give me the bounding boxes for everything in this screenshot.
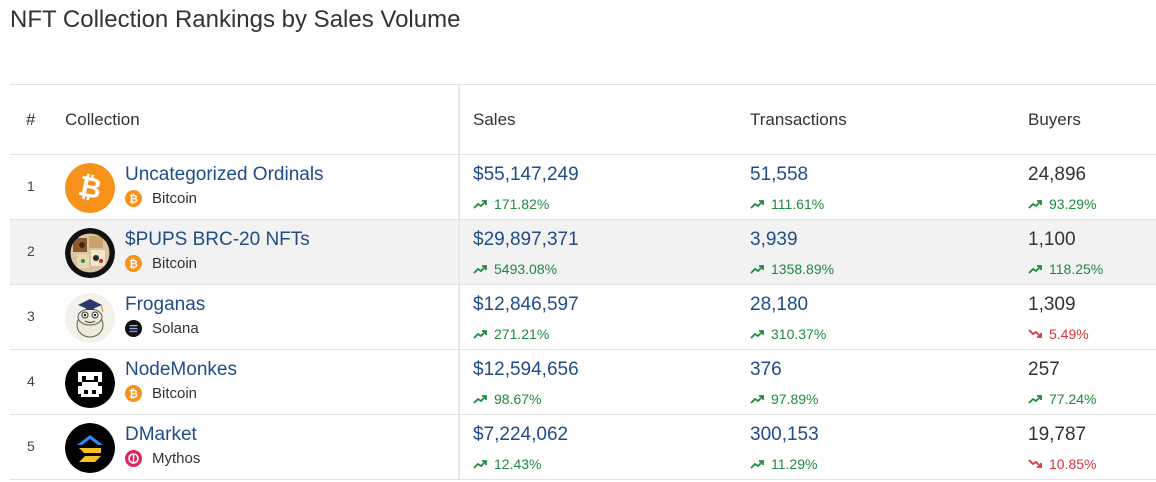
trend-up-icon bbox=[1028, 265, 1042, 274]
collection-name-link[interactable]: $PUPS BRC-20 NFTs bbox=[125, 229, 310, 250]
sales-value: $12,594,656 bbox=[473, 359, 579, 380]
buyers-change: 77.24% bbox=[1028, 391, 1096, 407]
header-collection: Collection bbox=[65, 110, 140, 129]
sales-value: $7,224,062 bbox=[473, 424, 569, 445]
trend-down-icon bbox=[1028, 329, 1042, 338]
transactions-value: 376 bbox=[750, 359, 782, 380]
trend-up-icon bbox=[1028, 395, 1042, 404]
trend-up-icon bbox=[750, 200, 764, 209]
pups-collage-icon[interactable] bbox=[65, 228, 115, 278]
rank-number: 4 bbox=[27, 373, 35, 389]
table-row[interactable]: 2 $PUPS BRC-20 NFTs ₿ Bitcoin $ bbox=[10, 220, 1156, 285]
column-divider bbox=[458, 415, 460, 479]
header-sales[interactable]: Sales bbox=[473, 110, 516, 129]
chain-name: Bitcoin bbox=[152, 190, 198, 207]
sales-change: 271.21% bbox=[473, 326, 549, 342]
solana-chain-icon bbox=[125, 320, 142, 337]
column-divider bbox=[458, 85, 460, 154]
trend-up-icon bbox=[750, 265, 764, 274]
sales-change: 12.43% bbox=[473, 456, 541, 472]
bitcoin-logo-icon[interactable]: ₿ bbox=[65, 163, 115, 213]
buyers-value: 257 bbox=[1028, 359, 1060, 380]
table-row[interactable]: 1 ₿ Uncategorized Ordinals ₿ Bitcoin $55… bbox=[10, 155, 1156, 220]
buyers-change: 93.29% bbox=[1028, 196, 1096, 212]
trend-up-icon bbox=[1028, 200, 1042, 209]
trend-down-icon bbox=[1028, 459, 1042, 468]
table-row[interactable]: 5 DMarket Mythos $7,224,062 12.43% 300,1… bbox=[10, 415, 1156, 480]
table-header: # Collection Sales Transactions Buyers bbox=[10, 85, 1156, 155]
buyers-value: 24,896 bbox=[1028, 164, 1087, 185]
trend-up-icon bbox=[750, 395, 764, 404]
column-divider bbox=[458, 220, 460, 284]
chain-label: Solana bbox=[125, 320, 199, 337]
transactions-value: 51,558 bbox=[750, 164, 809, 185]
bitcoin-chain-icon: ₿ bbox=[125, 190, 142, 207]
trend-up-icon bbox=[750, 330, 764, 339]
table-row[interactable]: 4 NodeMonkes ₿ Bitcoin $12,594, bbox=[10, 350, 1156, 415]
chain-name: Solana bbox=[152, 320, 199, 337]
table-row[interactable]: 3 Froganas Solana $12,846,597 bbox=[10, 285, 1156, 350]
rankings-table: # Collection Sales Transactions Buyers 1… bbox=[10, 84, 1156, 480]
trend-up-icon bbox=[473, 330, 487, 339]
svg-text:₿: ₿ bbox=[129, 193, 138, 206]
buyers-change: 5.49% bbox=[1028, 326, 1089, 342]
transactions-change: 111.61% bbox=[750, 196, 824, 212]
buyers-value: 19,787 bbox=[1028, 424, 1087, 445]
rank-number: 5 bbox=[27, 438, 35, 454]
frog-character-icon[interactable] bbox=[65, 293, 115, 343]
bitcoin-chain-icon: ₿ bbox=[125, 255, 142, 272]
mythos-chain-icon bbox=[125, 450, 142, 467]
chain-label: ₿ Bitcoin bbox=[125, 385, 197, 402]
transactions-change: 11.29% bbox=[750, 456, 817, 472]
transactions-value: 300,153 bbox=[750, 424, 819, 445]
collection-name-link[interactable]: NodeMonkes bbox=[125, 359, 237, 380]
svg-text:₿: ₿ bbox=[129, 388, 138, 401]
trend-up-icon bbox=[750, 460, 764, 469]
rank-number: 3 bbox=[27, 308, 35, 324]
header-rank: # bbox=[26, 110, 36, 129]
sales-value: $55,147,249 bbox=[473, 164, 579, 185]
sales-change: 98.67% bbox=[473, 391, 541, 407]
collection-name-link[interactable]: Froganas bbox=[125, 294, 206, 315]
buyers-change: 118.25% bbox=[1028, 261, 1103, 277]
chain-name: Mythos bbox=[152, 450, 201, 467]
transactions-change: 310.37% bbox=[750, 326, 826, 342]
chain-name: Bitcoin bbox=[152, 385, 198, 402]
sales-value: $29,897,371 bbox=[473, 229, 579, 250]
pixel-monkey-icon[interactable] bbox=[65, 358, 115, 408]
sales-change: 171.82% bbox=[473, 196, 549, 212]
collection-name-link[interactable]: DMarket bbox=[125, 424, 197, 445]
rank-number: 2 bbox=[27, 243, 35, 259]
header-buyers[interactable]: Buyers bbox=[1028, 110, 1081, 129]
transactions-value: 3,939 bbox=[750, 229, 798, 250]
transactions-change: 1358.89% bbox=[750, 261, 834, 277]
chain-label: ₿ Bitcoin bbox=[125, 190, 197, 207]
transactions-value: 28,180 bbox=[750, 294, 809, 315]
chain-label: ₿ Bitcoin bbox=[125, 255, 197, 272]
page-title: NFT Collection Rankings by Sales Volume bbox=[10, 6, 461, 33]
buyers-value: 1,100 bbox=[1028, 229, 1076, 250]
bitcoin-chain-icon: ₿ bbox=[125, 385, 142, 402]
sales-change: 5493.08% bbox=[473, 261, 557, 277]
trend-up-icon bbox=[473, 460, 487, 469]
transactions-change: 97.89% bbox=[750, 391, 818, 407]
svg-text:₿: ₿ bbox=[129, 258, 138, 271]
header-transactions[interactable]: Transactions bbox=[750, 110, 847, 129]
trend-up-icon bbox=[473, 395, 487, 404]
buyers-change: 10.85% bbox=[1028, 456, 1096, 472]
trend-up-icon bbox=[473, 265, 487, 274]
chain-label: Mythos bbox=[125, 450, 200, 467]
buyers-value: 1,309 bbox=[1028, 294, 1076, 315]
trend-up-icon bbox=[473, 200, 487, 209]
column-divider bbox=[458, 155, 460, 219]
dmarket-logo-icon[interactable] bbox=[65, 423, 115, 473]
sales-value: $12,846,597 bbox=[473, 294, 579, 315]
collection-name-link[interactable]: Uncategorized Ordinals bbox=[125, 164, 324, 185]
column-divider bbox=[458, 350, 460, 414]
chain-name: Bitcoin bbox=[152, 255, 198, 272]
rank-number: 1 bbox=[27, 178, 35, 194]
column-divider bbox=[458, 285, 460, 349]
